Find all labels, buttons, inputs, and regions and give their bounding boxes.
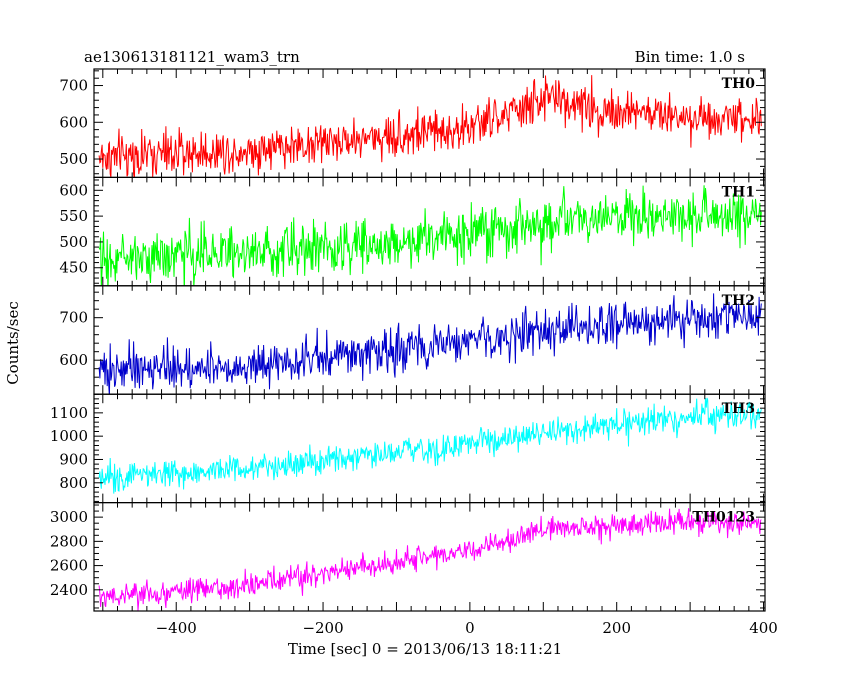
y-tick-label: 500 — [59, 233, 88, 251]
bin-time-label: Bin time: 1.0 s — [635, 48, 745, 66]
chart-title: ae130613181121_wam3_trn — [84, 48, 300, 66]
panel-frame — [93, 285, 766, 395]
panel-th1: 450 500 550 600 TH1 — [59, 176, 766, 287]
y-tick-label: 600 — [59, 181, 88, 199]
panel-label-th2: TH2 — [722, 293, 755, 309]
x-tick-label: −200 — [302, 619, 343, 637]
y-tick-label: 3000 — [50, 508, 88, 526]
y-tick-label: 600 — [59, 113, 88, 131]
y-axis-title: Counts/sec — [4, 301, 22, 385]
panel-label-th3: TH3 — [722, 401, 755, 417]
y-tick-label: 2600 — [50, 557, 88, 575]
panel-th0: 500 600 700 TH0 — [59, 68, 766, 179]
panel-frame — [93, 176, 766, 287]
x-axis-title: Time [sec] 0 = 2013/06/13 18:11:21 — [288, 640, 562, 658]
panel-label-th1: TH1 — [722, 184, 755, 200]
series-line-th0 — [98, 75, 762, 178]
panel-th0123: 2400 2600 2800 3000 TH0123 — [50, 502, 766, 612]
series-line-th1 — [98, 185, 762, 286]
x-tick-label: 400 — [749, 619, 778, 637]
x-tick-label: −400 — [156, 619, 197, 637]
y-tick-label: 2800 — [50, 532, 88, 550]
y-tick-label: 600 — [59, 351, 88, 369]
y-tick-label: 500 — [59, 150, 88, 168]
y-tick-label: 700 — [59, 77, 88, 95]
series-line-th3 — [98, 397, 762, 494]
series-line-th2 — [98, 293, 762, 395]
y-tick-label: 1000 — [50, 427, 88, 445]
y-tick-label: 550 — [59, 207, 88, 225]
panel-frame — [93, 502, 766, 612]
panel-label-th0123: TH0123 — [692, 510, 755, 526]
panel-label-th0: TH0 — [722, 76, 756, 92]
panel-th2: 600 700 TH2 — [59, 285, 766, 395]
x-tick-labels: −400 −200 0 200 400 — [156, 619, 778, 637]
y-tick-label: 800 — [59, 474, 88, 492]
x-tick-label: 200 — [602, 619, 631, 637]
series-line-th0123 — [98, 508, 762, 611]
y-tick-label: 700 — [59, 309, 88, 327]
x-tick-label: 0 — [465, 619, 475, 637]
y-tick-label: 900 — [59, 450, 88, 468]
y-tick-label: 2400 — [50, 581, 88, 599]
y-tick-label: 1100 — [50, 404, 88, 422]
y-tick-label: 450 — [59, 259, 88, 277]
panels: 500 600 700 TH0 450 500 550 600 TH1 600 700 TH2 800 9… — [50, 68, 766, 612]
panel-th3: 800 900 1000 1100 TH3 — [50, 393, 766, 504]
